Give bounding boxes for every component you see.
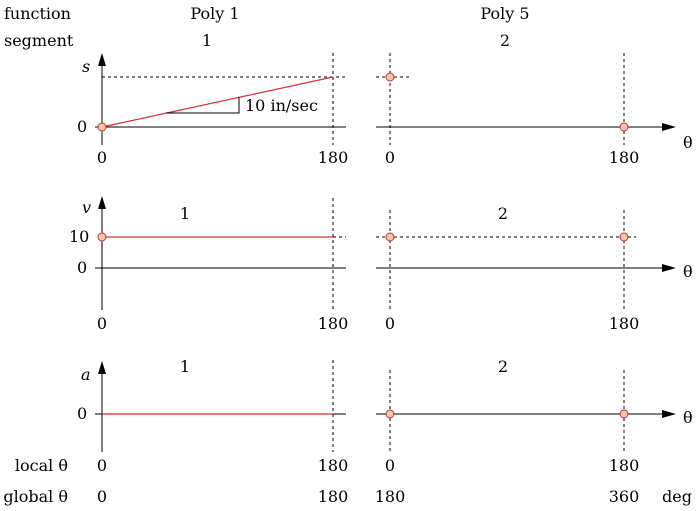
v-x-tick-180: 180	[318, 314, 349, 333]
v-x-tick-0: 0	[97, 314, 107, 333]
function-label-poly1: Poly 1	[190, 4, 239, 23]
s-slope-triangle	[166, 97, 240, 114]
global-theta-tick-0: 0	[97, 487, 107, 506]
s-point-seg2-start	[385, 72, 395, 82]
v-x-axis-arrow	[662, 264, 676, 272]
a-y-tick-0: 0	[77, 404, 87, 423]
s-slope-label: 10 in/sec	[245, 96, 318, 115]
s-y-label: s	[82, 57, 90, 76]
v-segment-label-2: 2	[498, 204, 508, 223]
segment-label-2: 2	[500, 31, 510, 50]
local-theta-tick-180-seg2: 180	[609, 456, 640, 475]
v-point-seg2-end	[619, 232, 629, 242]
a-point-seg2-end	[619, 409, 629, 419]
a-segment-label-1: 1	[180, 357, 190, 376]
a-segment-label-2: 2	[498, 357, 508, 376]
s-x-tick-180-seg2: 180	[609, 148, 640, 167]
s-point-seg2-end	[619, 122, 629, 132]
s-x-tick-0-seg2: 0	[385, 148, 395, 167]
deg-unit-label: deg	[662, 487, 692, 506]
a-plot: a θ 0 1 2	[77, 357, 693, 452]
v-theta-label: θ	[683, 262, 693, 281]
v-y-tick-10: 10	[69, 227, 89, 246]
global-theta-tick-360: 360	[609, 487, 640, 506]
a-y-label: a	[81, 365, 91, 384]
v-x-tick-180-seg2: 180	[609, 314, 640, 333]
v-segment-label-1: 1	[180, 204, 190, 223]
global-theta-tick-180: 180	[318, 487, 349, 506]
global-theta-tick-180-seg2: 180	[375, 487, 406, 506]
local-theta-tick-0-seg2: 0	[385, 456, 395, 475]
global-theta-label: global θ	[3, 487, 68, 506]
s-x-axis-arrow	[662, 123, 676, 131]
v-point-seg2-start	[385, 232, 395, 242]
a-y-axis-arrow	[98, 361, 106, 374]
local-theta-label: local θ	[15, 456, 68, 475]
v-y-axis-arrow	[98, 196, 106, 209]
a-point-seg2-start	[385, 409, 395, 419]
s-point-start	[97, 122, 107, 132]
a-x-axis-arrow	[662, 410, 676, 418]
local-theta-tick-180: 180	[318, 456, 349, 475]
s-theta-label: θ	[683, 133, 693, 152]
segment-header: segment	[4, 31, 74, 50]
s-y-tick-0: 0	[77, 117, 87, 136]
v-point-start	[97, 232, 107, 242]
a-theta-label: θ	[683, 408, 693, 427]
s-x-tick-180: 180	[318, 148, 349, 167]
v-plot: v θ 10 0 1 2 0 180 0 180	[69, 196, 693, 333]
function-label-poly5: Poly 5	[480, 4, 529, 23]
v-x-tick-0-seg2: 0	[385, 314, 395, 333]
function-header: function	[4, 4, 71, 23]
s-y-axis-arrow	[98, 53, 106, 66]
segment-label-1: 1	[202, 31, 212, 50]
s-x-tick-0: 0	[97, 148, 107, 167]
s-ramp-curve	[101, 76, 334, 128]
s-plot: s θ 0 10 in/sec 0 180 0 180	[77, 53, 693, 167]
local-theta-tick-0: 0	[97, 456, 107, 475]
v-y-tick-0: 0	[77, 258, 87, 277]
v-y-label: v	[82, 198, 91, 217]
